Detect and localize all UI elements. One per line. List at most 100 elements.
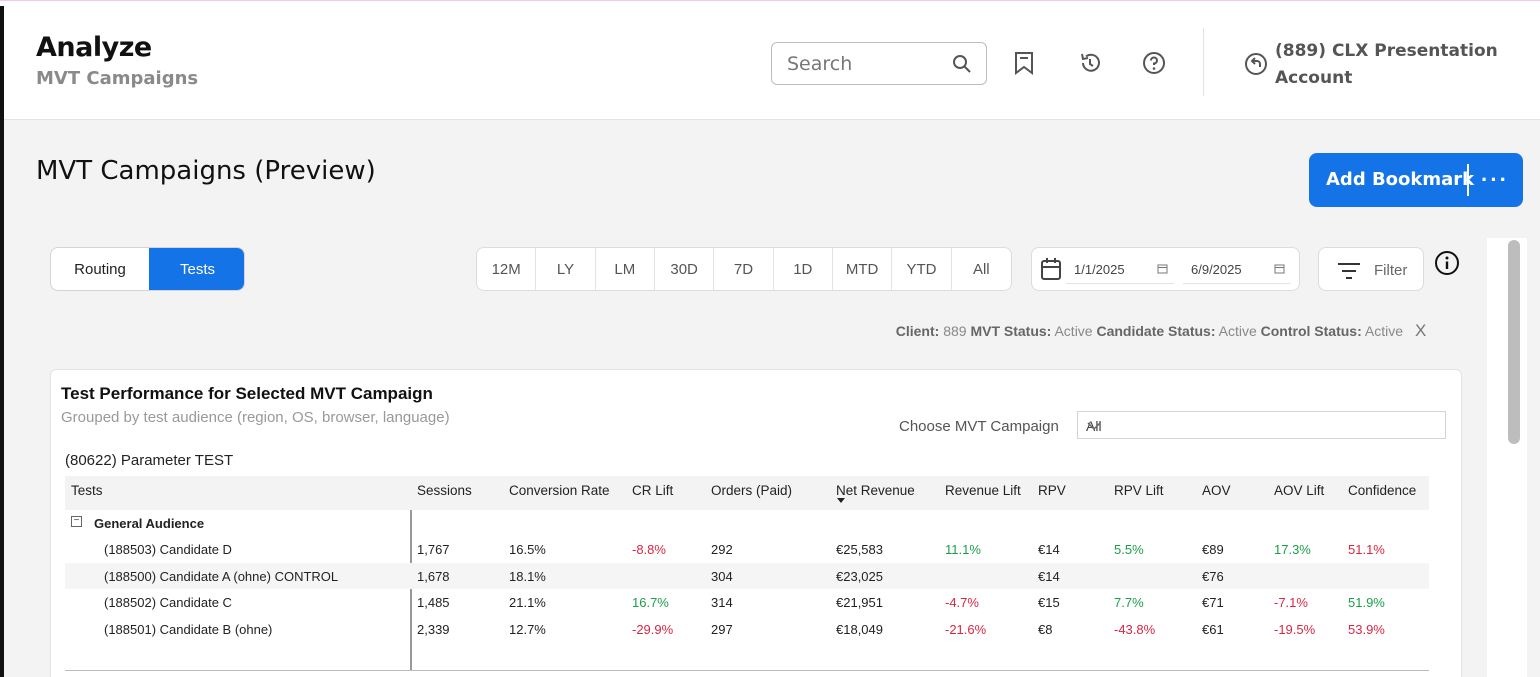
chevron-down-icon[interactable] (1086, 419, 1439, 435)
cell-rpv: €15 (1038, 595, 1060, 610)
cell-conversion-rate: 16.5% (509, 542, 546, 557)
mini-calendar-icon[interactable] (1274, 262, 1285, 277)
filter-icon (1337, 262, 1361, 285)
cell-conversion-rate: 18.1% (509, 568, 546, 584)
app-header: Analyze MVT Campaigns (889) CLX Presenta… (4, 6, 1540, 120)
cell-revenue-lift: 11.1% (945, 542, 981, 557)
choose-campaign-label: Choose MVT Campaign (899, 418, 1059, 435)
column-header-orders[interactable]: Orders (Paid) (711, 483, 793, 498)
cell-orders: 304 (711, 568, 733, 584)
cell-aov: €71 (1202, 595, 1224, 610)
parameter-name: (80622) Parameter TEST (65, 452, 234, 469)
cell-sessions: 1,485 (417, 595, 450, 610)
app-title: Analyze (36, 32, 152, 63)
date-range: 1/1/2025 6/9/2025 (1031, 247, 1300, 291)
column-header-confidence[interactable]: Confidence (1348, 483, 1417, 498)
top-border (0, 0, 1540, 6)
table-row[interactable]: (188500) Candidate A (ohne) CONTROL 1,67… (65, 562, 1429, 589)
add-bookmark-button[interactable]: Add Bookmark ··· (1309, 153, 1523, 207)
column-header-rpv-lift[interactable]: RPV Lift (1114, 483, 1164, 498)
period-7d[interactable]: 7D (714, 248, 774, 290)
scrollbar[interactable] (1487, 238, 1527, 677)
cell-rpv-lift: 5.5% (1114, 542, 1144, 557)
more-options-icon[interactable]: ··· (1481, 167, 1509, 192)
search-input[interactable] (787, 52, 947, 76)
period-30d[interactable]: 30D (655, 248, 715, 290)
cell-orders: 297 (711, 621, 733, 637)
scrollbar-thumb[interactable] (1508, 240, 1520, 444)
account-name-line2: Account (1275, 68, 1353, 88)
bookmark-icon[interactable] (1014, 51, 1034, 80)
info-icon[interactable] (1434, 250, 1460, 281)
collapse-icon[interactable]: − (71, 516, 82, 527)
header-divider (1203, 28, 1204, 96)
table-row[interactable]: (188503) Candidate D 1,767 16.5% -8.8% 2… (65, 536, 1429, 563)
cell-cr-lift: 16.7% (632, 595, 669, 610)
period-ly[interactable]: LY (536, 248, 596, 290)
column-header-aov[interactable]: AOV (1202, 483, 1231, 498)
calendar-icon[interactable] (1040, 257, 1062, 286)
account-name[interactable]: (889) CLX Presentation Account (1275, 38, 1525, 92)
cell-sessions: 1,767 (417, 542, 450, 557)
candidate-status-value: Active (1218, 323, 1257, 339)
choose-campaign-select[interactable]: All (1077, 411, 1446, 439)
app-subtitle: MVT Campaigns (36, 68, 199, 89)
column-header-cr-lift[interactable]: CR Lift (632, 483, 674, 498)
search-box[interactable] (771, 42, 987, 85)
cell-aov: €76 (1202, 568, 1224, 584)
period-all[interactable]: All (972, 260, 990, 278)
add-bookmark-label[interactable]: Add Bookmark (1326, 169, 1475, 190)
end-date-field[interactable]: 6/9/2025 (1183, 254, 1291, 284)
button-separator (1467, 164, 1469, 196)
column-header-tests[interactable]: Tests (71, 483, 103, 498)
cell-confidence: 53.9% (1348, 621, 1385, 637)
cell-confidence: 51.1% (1348, 542, 1385, 557)
cell-sessions: 2,339 (417, 621, 450, 637)
cell-net-revenue: €23,025 (836, 568, 883, 584)
cell-revenue-lift: -21.6% (945, 621, 987, 637)
column-header-conversion-rate[interactable]: Conversion Rate (509, 483, 610, 498)
cell-orders: 314 (711, 595, 733, 610)
clear-filters-button[interactable]: X (1415, 321, 1427, 340)
cell-test-name: (188502) Candidate C (104, 595, 232, 610)
history-icon[interactable] (1078, 51, 1102, 80)
table-row[interactable]: (188501) Candidate B (ohne) 2,339 12.7% … (65, 616, 1429, 643)
table-row[interactable]: (188502) Candidate C 1,485 21.1% 16.7% 3… (65, 589, 1429, 616)
filter-button[interactable]: Filter (1318, 247, 1424, 291)
column-header-rpv[interactable]: RPV (1038, 483, 1066, 498)
column-header-sessions[interactable]: Sessions (417, 483, 472, 498)
search-icon[interactable] (952, 54, 972, 79)
cell-test-name: (188500) Candidate A (ohne) CONTROL (104, 568, 339, 584)
account-name-line1: (889) CLX Presentation (1275, 41, 1498, 61)
cell-rpv-lift: 7.7% (1114, 595, 1144, 610)
column-header-revenue-lift[interactable]: Revenue Lift (945, 483, 1021, 498)
cell-aov-lift: -19.5% (1274, 621, 1316, 637)
switch-account-icon[interactable] (1244, 52, 1268, 81)
period-1d[interactable]: 1D (774, 248, 833, 290)
cell-conversion-rate: 12.7% (509, 621, 546, 637)
start-date-field[interactable]: 1/1/2025 (1066, 254, 1174, 284)
column-header-net-revenue[interactable]: Net Revenue (836, 483, 915, 498)
test-performance-panel: Test Performance for Selected MVT Campai… (50, 369, 1462, 677)
help-icon[interactable] (1142, 51, 1166, 80)
cell-net-revenue: €21,951 (836, 595, 883, 610)
group-row: − General Audience (65, 510, 1429, 536)
cell-aov: €61 (1202, 621, 1224, 637)
cell-aov: €89 (1202, 542, 1224, 557)
mini-calendar-icon[interactable] (1157, 262, 1168, 277)
filter-label: Filter (1374, 262, 1408, 279)
control-status-value: Active (1364, 323, 1403, 339)
tab-tests[interactable]: Tests (149, 248, 244, 290)
client-value: 889 (943, 323, 967, 339)
cell-cr-lift: -29.9% (632, 621, 674, 637)
start-date-value: 1/1/2025 (1074, 262, 1125, 277)
period-ytd[interactable]: YTD (892, 248, 952, 290)
column-header-aov-lift[interactable]: AOV Lift (1274, 483, 1325, 498)
tab-routing[interactable]: Routing (74, 260, 126, 278)
period-mtd[interactable]: MTD (833, 248, 893, 290)
mvt-status-label: MVT Status: (970, 323, 1052, 339)
candidate-status-label: Candidate Status: (1096, 323, 1216, 339)
period-12m[interactable]: 12M (477, 248, 537, 290)
period-lm[interactable]: LM (596, 248, 655, 290)
view-toggle: Routing Tests (50, 247, 245, 291)
